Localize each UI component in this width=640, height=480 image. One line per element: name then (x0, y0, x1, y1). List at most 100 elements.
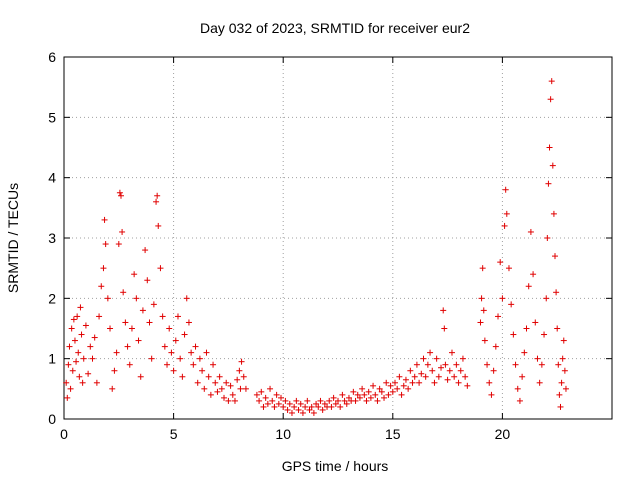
data-point (337, 403, 344, 410)
data-point (278, 394, 285, 401)
data-point (440, 307, 447, 314)
data-point (394, 385, 401, 392)
data-point (510, 331, 517, 338)
y-tick-label: 4 (48, 170, 56, 186)
data-point (480, 307, 487, 314)
data-point (177, 355, 184, 362)
data-point (107, 325, 114, 332)
data-point (433, 355, 440, 362)
data-point (549, 162, 556, 169)
data-point (238, 358, 245, 365)
data-point (453, 361, 460, 368)
data-point (508, 301, 515, 308)
data-point (172, 337, 179, 344)
data-point (271, 403, 278, 410)
data-point (400, 382, 407, 389)
data-point (91, 334, 98, 341)
data-point (144, 277, 151, 284)
data-point (521, 349, 528, 356)
data-point (190, 361, 197, 368)
data-point (166, 325, 173, 332)
data-point (253, 391, 260, 398)
data-point (120, 289, 127, 296)
data-point (122, 319, 129, 326)
data-point (495, 313, 502, 320)
data-point (240, 373, 247, 380)
data-point (234, 376, 241, 383)
data-point (170, 367, 177, 374)
data-point (288, 409, 295, 416)
data-point (558, 379, 565, 386)
data-point (429, 367, 436, 374)
data-point (420, 355, 427, 362)
data-point (262, 394, 269, 401)
data-point (308, 403, 315, 410)
data-point (242, 385, 249, 392)
data-point (161, 343, 168, 350)
data-point (87, 343, 94, 350)
data-point (146, 319, 153, 326)
data-point (550, 210, 557, 217)
data-point (63, 379, 70, 386)
data-point (188, 349, 195, 356)
data-point (376, 385, 383, 392)
data-point (131, 271, 138, 278)
data-point (561, 367, 568, 374)
data-point (317, 397, 324, 404)
axis-ticks: 0 5 10 15 20 0 1 2 3 4 5 6 (48, 49, 612, 442)
data-point (313, 400, 320, 407)
data-point (405, 385, 412, 392)
data-point (416, 379, 423, 386)
data-point (273, 391, 280, 398)
data-point (519, 373, 526, 380)
data-point (68, 325, 75, 332)
data-point (212, 379, 219, 386)
data-point (168, 349, 175, 356)
data-point (477, 319, 484, 326)
data-point (157, 265, 164, 272)
data-point (280, 403, 287, 410)
data-point (523, 325, 530, 332)
data-point (321, 400, 328, 407)
data-point (119, 228, 126, 235)
data-point (225, 397, 232, 404)
data-point (492, 343, 499, 350)
x-axis-label: GPS time / hours (282, 458, 389, 474)
data-point (335, 397, 341, 404)
data-point (422, 373, 429, 380)
data-point (109, 385, 116, 392)
data-point (398, 391, 405, 398)
data-point (80, 355, 87, 362)
data-point (462, 373, 469, 380)
data-point (359, 385, 366, 392)
data-point (556, 391, 563, 398)
data-point (111, 367, 118, 374)
data-point (133, 295, 140, 302)
data-point (345, 394, 352, 401)
data-point (70, 316, 77, 323)
chart-title: Day 032 of 2023, SRMTID for receiver eur… (200, 20, 470, 36)
data-point (104, 295, 111, 302)
data-point (304, 397, 311, 404)
data-point (527, 228, 534, 235)
data-point (484, 361, 491, 368)
data-point (478, 295, 485, 302)
data-point (159, 313, 166, 320)
data-point (481, 337, 488, 344)
data-point (555, 361, 562, 368)
data-point (525, 283, 532, 290)
data-point (124, 343, 131, 350)
data-point (267, 385, 274, 392)
data-point (77, 304, 84, 311)
y-tick-label: 2 (48, 290, 56, 306)
data-point (328, 403, 335, 410)
data-point (229, 391, 236, 398)
data-point (96, 313, 103, 320)
data-point (214, 388, 221, 395)
data-point (530, 271, 537, 278)
data-point (310, 409, 317, 416)
data-point (194, 379, 201, 386)
data-point (557, 403, 564, 410)
data-point (378, 388, 385, 395)
data-point (75, 349, 82, 356)
